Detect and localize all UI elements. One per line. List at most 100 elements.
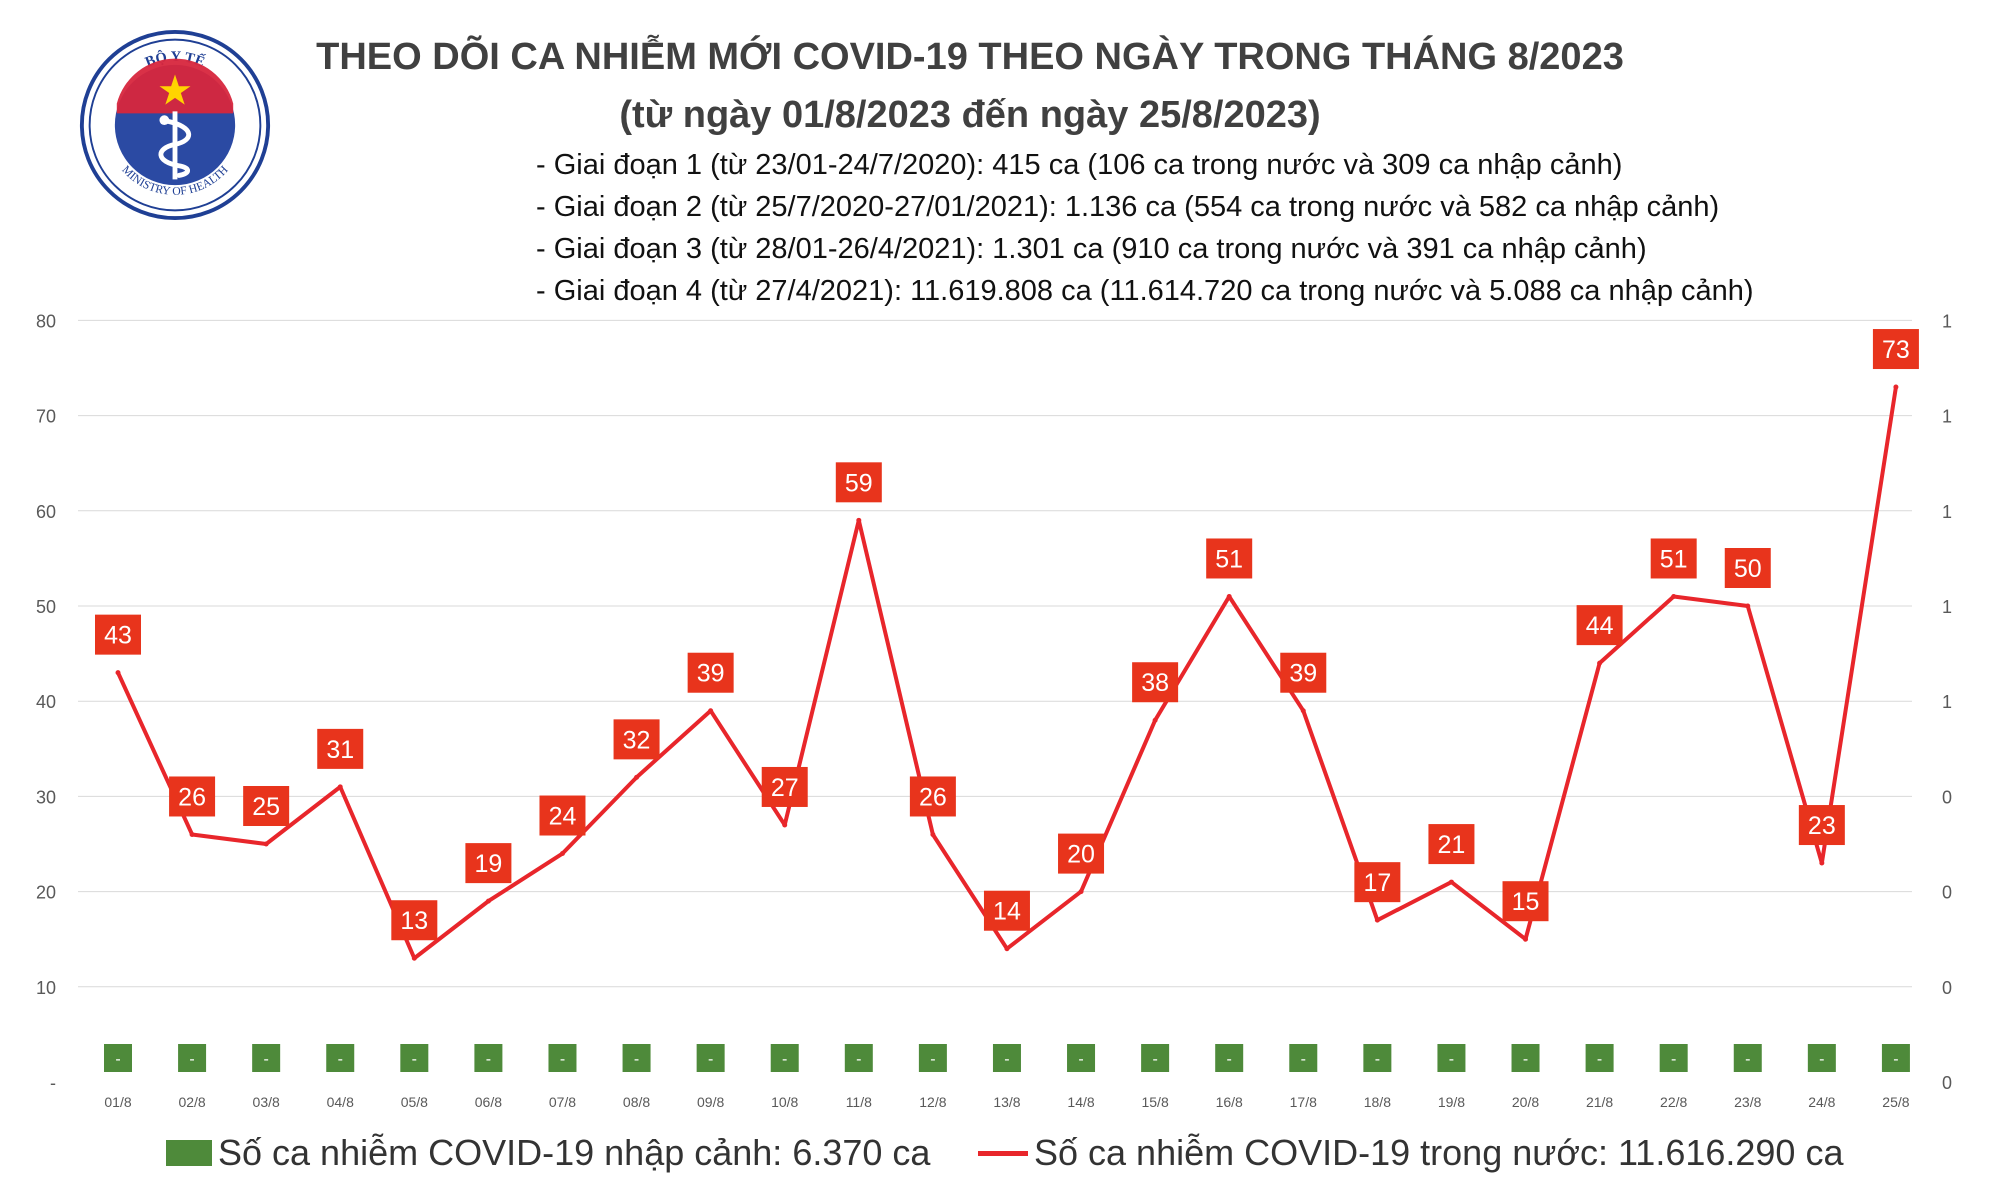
domestic-data-label: 39 <box>1289 660 1317 688</box>
domestic-label-box <box>1428 824 1475 865</box>
domestic-label-box <box>1354 862 1401 903</box>
imported-label-box <box>1659 1044 1688 1072</box>
domestic-data-label: 13 <box>400 907 428 935</box>
x-axis-tick-label: 24/8 <box>1808 1094 1835 1110</box>
legend-swatch-domestic <box>978 1150 1028 1156</box>
domestic-data-point <box>1004 946 1010 952</box>
domestic-data-label: 59 <box>845 469 873 497</box>
imported-label-box <box>400 1044 429 1072</box>
domestic-label-box <box>1280 652 1327 693</box>
imported-data-label: - <box>486 1051 491 1068</box>
snake-icon <box>158 118 191 178</box>
x-axis-tick-label: 04/8 <box>327 1094 354 1110</box>
x-axis-tick-label: 08/8 <box>623 1094 650 1110</box>
x-axis-tick-label: 21/8 <box>1586 1094 1613 1110</box>
imported-data-label: - <box>930 1051 935 1068</box>
x-axis-tick-label: 09/8 <box>697 1094 724 1110</box>
domestic-label-box <box>1206 538 1253 579</box>
imported-data-label: - <box>1745 1051 1750 1068</box>
imported-data-label: - <box>560 1051 565 1068</box>
imported-data-label: - <box>1597 1051 1602 1068</box>
domestic-data-label: 31 <box>326 736 354 764</box>
y2-axis-tick-label: 0 <box>1942 883 1952 903</box>
domestic-data-point <box>1597 660 1603 666</box>
imported-label-box <box>1437 1044 1466 1072</box>
domestic-data-label: 21 <box>1438 831 1466 859</box>
y-axis-tick-label: 30 <box>36 787 56 807</box>
y2-axis-tick-label: 1 <box>1942 692 1952 712</box>
imported-data-label: - <box>1078 1051 1083 1068</box>
domestic-data-point <box>411 955 417 961</box>
domestic-label-box <box>613 719 660 760</box>
imported-label-box <box>622 1044 651 1072</box>
imported-label-box <box>1881 1044 1910 1072</box>
chart-subtitle: (từ ngày 01/8/2023 đến ngày 25/8/2023) <box>619 94 1321 136</box>
y2-axis-tick-label: 0 <box>1942 787 1952 807</box>
domestic-label-box <box>169 776 216 817</box>
domestic-data-point <box>1745 603 1751 609</box>
x-axis-tick-label: 22/8 <box>1660 1094 1687 1110</box>
domestic-series-line <box>116 385 1898 961</box>
domestic-label-box <box>1798 805 1845 846</box>
domestic-data-point <box>1448 879 1454 885</box>
legend-item-domestic: Số ca nhiễm COVID-19 trong nước: 11.616.… <box>978 1132 1843 1174</box>
domestic-data-label: 50 <box>1734 555 1762 583</box>
y2-axis-tick-label: 1 <box>1942 597 1952 617</box>
domestic-data-point <box>1226 593 1232 599</box>
domestic-data-point <box>1152 717 1158 723</box>
domestic-label-box <box>391 900 438 941</box>
y-axis-tick-label: - <box>50 1073 56 1093</box>
y2-axis-tick-label: 1 <box>1942 502 1952 522</box>
imported-data-label: - <box>115 1051 120 1068</box>
x-axis-tick-label: 14/8 <box>1067 1094 1094 1110</box>
domestic-data-label: 44 <box>1586 612 1614 640</box>
x-axis-tick-label: 13/8 <box>993 1094 1020 1110</box>
imported-data-label: - <box>1671 1051 1676 1068</box>
domestic-label-box <box>1576 605 1623 646</box>
domestic-data-point <box>263 841 269 847</box>
domestic-label-box <box>835 462 882 503</box>
imported-label-box <box>992 1044 1021 1072</box>
imported-data-label: - <box>1893 1051 1898 1068</box>
y-axis-tick-label: 50 <box>36 597 56 617</box>
domestic-label-box <box>539 795 586 836</box>
imported-label-box <box>474 1044 503 1072</box>
imported-label-box <box>178 1044 207 1072</box>
domestic-label-box <box>983 890 1030 931</box>
y-axis-tick-label: 60 <box>36 502 56 522</box>
domestic-data-point <box>1300 708 1306 714</box>
phase-summary: - Giai đoạn 1 (từ 23/01-24/7/2020): 415 … <box>536 144 1754 312</box>
domestic-data-label: 26 <box>919 783 947 811</box>
phase-line-4: - Giai đoạn 4 (từ 27/4/2021): 11.619.808… <box>536 275 1754 307</box>
imported-label-box <box>252 1044 281 1072</box>
domestic-data-point <box>337 784 343 790</box>
y2-axis-tick-label: 0 <box>1942 978 1952 998</box>
domestic-label-box <box>465 843 512 884</box>
domestic-label-box <box>761 766 808 807</box>
imported-data-label: - <box>782 1051 787 1068</box>
legend-item-imported: Số ca nhiễm COVID-19 nhập cảnh: 6.370 ca <box>166 1132 930 1174</box>
y2-axis-tick-label: 0 <box>1942 1073 1952 1093</box>
domestic-data-point <box>559 851 565 857</box>
imported-label-box <box>326 1044 355 1072</box>
domestic-label-box <box>1502 881 1549 922</box>
imported-label-box <box>1215 1044 1244 1072</box>
imported-data-label: - <box>856 1051 861 1068</box>
domestic-data-point <box>115 670 121 676</box>
domestic-data-label: 17 <box>1363 869 1391 897</box>
domestic-data-point <box>782 822 788 828</box>
domestic-data-point <box>1374 917 1380 923</box>
domestic-data-point <box>634 774 640 780</box>
domestic-label-box <box>687 652 734 693</box>
x-axis-tick-label: 19/8 <box>1438 1094 1465 1110</box>
domestic-data-point <box>189 831 195 837</box>
title-block: THEO DÕI CA NHIỄM MỚI COVID-19 THEO NGÀY… <box>300 28 1640 144</box>
x-axis-tick-label: 03/8 <box>253 1094 280 1110</box>
imported-label-box <box>104 1044 132 1072</box>
domestic-label-box <box>1724 548 1771 588</box>
domestic-data-point <box>1819 860 1825 866</box>
phase-line-1: - Giai đoạn 1 (từ 23/01-24/7/2020): 415 … <box>536 149 1623 181</box>
imported-label-box <box>1289 1044 1318 1072</box>
x-axis-tick-label: 10/8 <box>771 1094 798 1110</box>
daily-cases-chart: - 0 10 0 20 0 30 0 40 1 50 1 60 1 70 1 80 1 01/8 02/8 03/8 04… <box>36 311 1952 1110</box>
